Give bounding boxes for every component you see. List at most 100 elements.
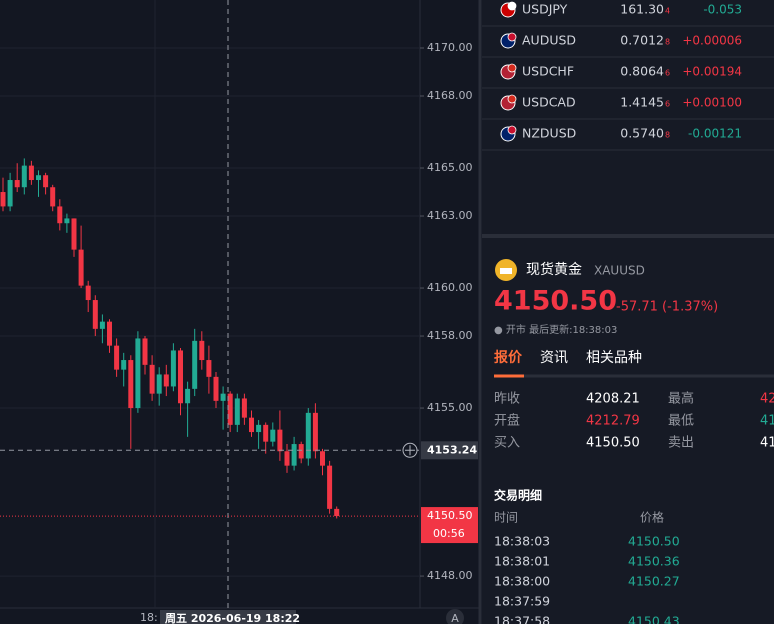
- price: 0.7012: [620, 33, 664, 48]
- candle-body: [64, 218, 70, 224]
- stat-value: 42: [760, 392, 774, 407]
- symbol[interactable]: AUDUSD: [522, 33, 576, 48]
- candle-body: [220, 393, 226, 401]
- change: +0.00006: [682, 34, 742, 48]
- flag-icon-2: [507, 125, 517, 135]
- stat-value: 41: [760, 436, 774, 451]
- candle-body: [170, 350, 176, 387]
- candle-body: [121, 360, 127, 370]
- candle-body: [0, 192, 6, 207]
- crosshair-price-box: [421, 441, 478, 460]
- y-tick-label: 4155.00: [427, 401, 473, 414]
- tab[interactable]: 资讯: [540, 350, 568, 366]
- candle-body: [78, 249, 84, 286]
- candle-body: [185, 388, 191, 404]
- candle-body: [192, 340, 198, 389]
- price-digit: 4: [665, 7, 670, 16]
- candle-body: [227, 393, 233, 425]
- stat-label: 买入: [494, 436, 520, 451]
- stat-value: 41: [760, 414, 774, 429]
- symbol[interactable]: USDCHF: [522, 64, 574, 79]
- quote-status: ● 开市 最后更新:18:38:03: [494, 323, 617, 336]
- candle-body: [327, 465, 333, 509]
- price-digit: 8: [665, 38, 670, 47]
- candle-body: [241, 398, 247, 418]
- tab[interactable]: 相关品种: [586, 350, 642, 366]
- candle-body: [263, 424, 269, 442]
- change: -0.00121: [688, 127, 742, 141]
- candle-body: [284, 451, 290, 466]
- y-tick-label: 4148.00: [427, 569, 473, 582]
- last-price-box: [421, 507, 478, 544]
- price-digit: 8: [665, 131, 670, 140]
- candle-body: [270, 429, 276, 442]
- change: +0.00194: [682, 65, 742, 79]
- stat-value: 4212.79: [586, 414, 640, 429]
- candle-body: [43, 175, 49, 188]
- trade-price: 4150.43: [628, 614, 680, 624]
- y-tick-label: 4158.00: [427, 329, 473, 342]
- quote-price: 4150.50: [494, 286, 617, 317]
- candle-body: [7, 180, 13, 207]
- trade-price: 4150.50: [628, 534, 680, 549]
- candle-body: [199, 340, 205, 361]
- candle-body: [213, 376, 219, 401]
- candle-body: [128, 360, 134, 409]
- time-label: 18:: [140, 611, 158, 624]
- tab[interactable]: 报价: [494, 350, 523, 366]
- y-tick-label: 4160.00: [427, 281, 473, 294]
- trades-header: 时间: [494, 511, 518, 525]
- trades-title: 交易明细: [494, 488, 542, 503]
- flag-icon-2: [507, 63, 517, 73]
- candle-body: [163, 374, 169, 387]
- side-panel: [482, 0, 774, 624]
- candle-body: [178, 350, 183, 404]
- candle-body: [334, 508, 340, 517]
- candle-body: [312, 412, 318, 452]
- candle-body: [142, 338, 148, 365]
- trade-time: 18:38:00: [494, 574, 550, 589]
- flag-icon-2: [507, 32, 517, 42]
- trade-time: 18:38:01: [494, 554, 550, 569]
- scale-button-label: A: [451, 612, 459, 624]
- candle-body: [298, 444, 304, 459]
- candle-chart: 4170.00 4168.00 4165.00 4163.00 4160.00 4158.…: [0, 0, 478, 624]
- candle-body: [92, 300, 98, 329]
- trade-time: 18:37:59: [494, 594, 550, 609]
- candle-body: [206, 360, 212, 377]
- candle-body: [320, 451, 325, 466]
- trade-price: 4150.36: [628, 554, 680, 569]
- candle-body: [291, 444, 297, 466]
- candle-body: [36, 175, 41, 181]
- plus-icon: [405, 445, 415, 456]
- countdown-label: 00:56: [433, 527, 465, 540]
- quote-change: -57.71 (-1.37%): [616, 300, 718, 315]
- symbol[interactable]: NZDUSD: [522, 126, 576, 141]
- candle-body: [149, 364, 155, 394]
- last-price-label: 4150.50: [427, 509, 473, 522]
- price: 161.30: [620, 2, 664, 17]
- price-digit: 6: [665, 100, 670, 109]
- symbol[interactable]: USDJPY: [522, 2, 568, 17]
- flag-icon-2: [507, 1, 517, 11]
- candle-body: [277, 429, 283, 452]
- scale-button[interactable]: [446, 609, 464, 624]
- change: -0.053: [703, 3, 742, 17]
- trades-header: 价格: [640, 510, 664, 525]
- symbol[interactable]: USDCAD: [522, 95, 576, 110]
- price: 1.4145: [620, 95, 664, 110]
- candle-body: [28, 165, 34, 181]
- y-tick-label: 4170.00: [427, 41, 473, 54]
- price: 0.5740: [620, 126, 664, 141]
- trade-price: 4150.27: [628, 574, 680, 589]
- stat-label: 开盘: [494, 413, 520, 429]
- candle-body: [85, 285, 91, 301]
- gold-bar: [500, 268, 512, 274]
- candle-body: [99, 321, 105, 329]
- y-tick-label: 4163.00: [427, 209, 473, 222]
- crosshair-time-box: [160, 610, 296, 624]
- crosshair-time-label: 周五 2026-06-19 18:22: [165, 612, 300, 624]
- change: +0.00100: [682, 96, 742, 110]
